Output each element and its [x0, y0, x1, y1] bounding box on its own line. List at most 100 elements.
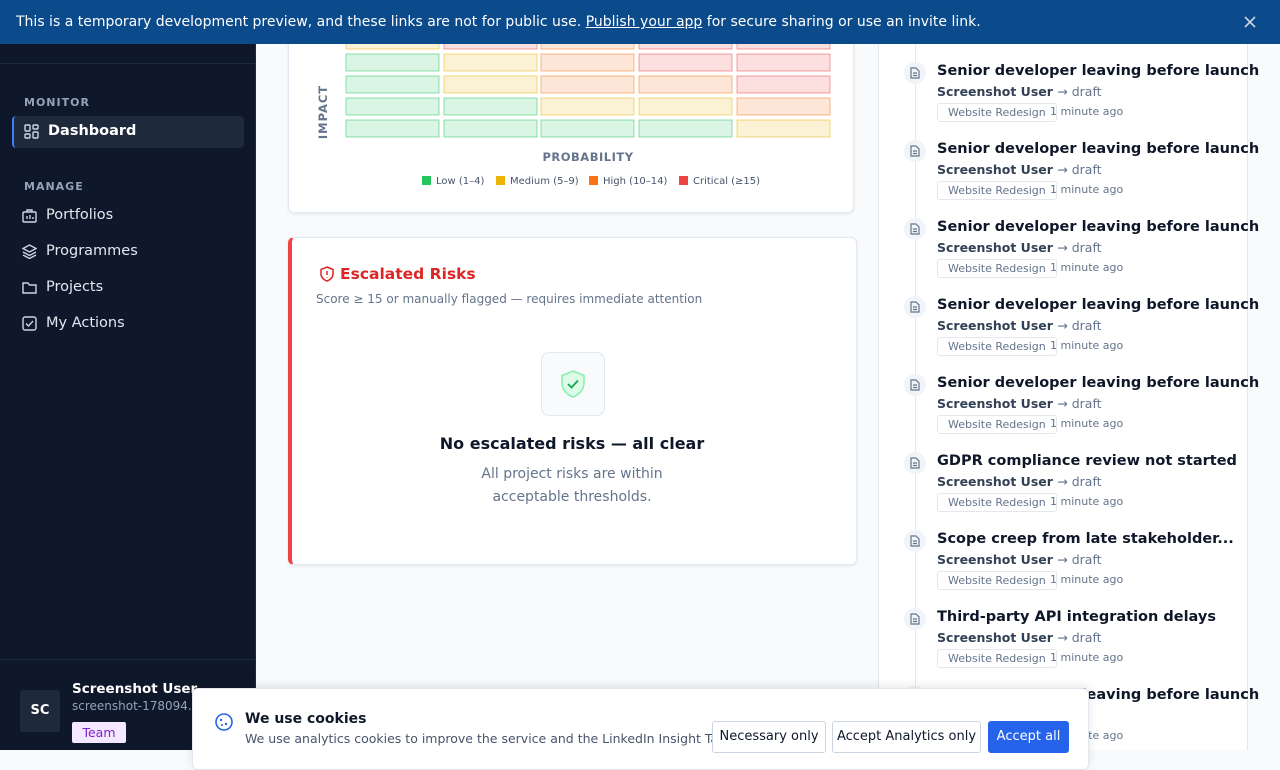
activity-user: Screenshot User [937, 84, 1053, 99]
project-tag: Website Redesign [937, 415, 1057, 434]
matrix-cell [540, 119, 635, 138]
activity-icon [904, 218, 926, 240]
doc-icon [910, 535, 920, 547]
activity-title: Senior developer leaving before launch [937, 297, 1260, 313]
activity-user-line: Screenshot User → draft [937, 84, 1102, 99]
activity-user: Screenshot User [937, 630, 1053, 645]
legend-label: Critical (≥15) [693, 176, 760, 187]
doc-icon [910, 457, 920, 469]
activity-status: → draft [1057, 84, 1102, 99]
project-tag: Website Redesign [937, 259, 1057, 278]
activity-user-line: Screenshot User → draft [937, 630, 1102, 645]
activity-status: → draft [1057, 318, 1102, 333]
matrix-cell [345, 53, 440, 72]
matrix-cell [736, 119, 831, 138]
activity-status: → draft [1057, 552, 1102, 567]
matrix-cell [736, 53, 831, 72]
escalated-icon [320, 266, 334, 282]
user-name: Screenshot User [72, 681, 198, 697]
section-label: MANAGE [24, 180, 84, 193]
divider [0, 659, 255, 660]
nav-icon [22, 244, 37, 259]
legend-swatch [422, 176, 431, 185]
activity-title: Senior developer leaving before launch [937, 219, 1260, 235]
escalated-title: Escalated Risks [340, 265, 476, 283]
matrix-cell [736, 97, 831, 116]
activity-time: 1 minute ago [1050, 573, 1124, 586]
doc-icon [910, 613, 920, 625]
project-tag: Website Redesign [937, 103, 1057, 122]
nav-label: Portfolios [46, 207, 114, 223]
project-tag: Website Redesign [937, 181, 1057, 200]
cookie-title: We use cookies [245, 711, 367, 727]
activity-user-line: Screenshot User → draft [937, 552, 1102, 567]
activity-status: → draft [1057, 474, 1102, 489]
cookie-banner: We use cookies We use analytics cookies … [192, 688, 1089, 770]
activity-time: 1 minute ago [1050, 495, 1124, 508]
matrix-cell [443, 119, 538, 138]
cookie-button[interactable]: Accept Analytics only [832, 721, 981, 753]
activity-time: 1 minute ago [1050, 339, 1124, 352]
nav-label: Projects [46, 279, 104, 295]
activity-title: Senior developer leaving before launch [937, 63, 1260, 79]
activity-user-line: Screenshot User → draft [937, 396, 1102, 411]
activity-status: → draft [1057, 240, 1102, 255]
activity-status: → draft [1057, 162, 1102, 177]
activity-user-line: Screenshot User → draft [937, 240, 1102, 255]
activity-title: Senior developer leaving before launch [937, 375, 1260, 391]
matrix-cell [345, 97, 440, 116]
publish-link[interactable]: Publish your app [585, 14, 703, 30]
activity-status: → draft [1057, 396, 1102, 411]
matrix-cell [540, 97, 635, 116]
shield-check-icon [561, 370, 585, 398]
matrix-cell [638, 53, 733, 72]
activity-user-line: Screenshot User → draft [937, 162, 1102, 177]
nav-item[interactable]: Portfolios [12, 200, 242, 232]
doc-icon [910, 67, 920, 79]
doc-icon [910, 379, 920, 391]
activity-status: → draft [1057, 630, 1102, 645]
nav-item[interactable]: Projects [12, 272, 242, 304]
cookie-button[interactable]: Necessary only [712, 721, 826, 753]
activity-icon [904, 62, 926, 84]
matrix-cell [345, 119, 440, 138]
nav-label: Dashboard [48, 123, 137, 139]
y-axis-label: IMPACT [316, 85, 330, 139]
user-badge: Team [72, 722, 126, 743]
doc-icon [910, 145, 920, 157]
activity-title: GDPR compliance review not started [937, 453, 1237, 469]
escalated-subtitle: Score ≥ 15 or manually flagged — require… [316, 292, 703, 306]
activity-user: Screenshot User [937, 318, 1053, 333]
activity-user: Screenshot User [937, 240, 1053, 255]
activity-time: 1 minute ago [1050, 417, 1124, 430]
nav-item[interactable]: Programmes [12, 236, 242, 268]
close-banner[interactable] [1243, 15, 1257, 29]
cookie-button[interactable]: Accept all [988, 721, 1069, 753]
legend-label: Medium (5–9) [510, 176, 579, 187]
activity-time: 1 minute ago [1050, 651, 1124, 664]
activity-user: Screenshot User [937, 396, 1053, 411]
nav-icon [24, 124, 39, 139]
activity-user: Screenshot User [937, 552, 1053, 567]
matrix-cell [638, 97, 733, 116]
divider [0, 63, 255, 64]
legend-label: Low (1–4) [436, 176, 484, 187]
activity-time: 1 minute ago [1050, 105, 1124, 118]
nav-item[interactable]: My Actions [12, 308, 242, 340]
activity-icon [904, 608, 926, 630]
nav-item[interactable]: Dashboard [12, 116, 244, 148]
banner-text: This is a temporary development preview,… [16, 14, 981, 30]
empty-icon-box [541, 352, 605, 416]
project-tag: Website Redesign [937, 337, 1057, 356]
activity-user: Screenshot User [937, 162, 1053, 177]
project-tag: Website Redesign [937, 571, 1057, 590]
banner-message-after: for secure sharing or use an invite link… [706, 14, 981, 30]
activity-title: Third-party API integration delays [937, 609, 1216, 625]
section-label: MONITOR [24, 96, 90, 109]
escalated-card: Escalated Risks Score ≥ 15 or manually f… [288, 237, 857, 565]
x-axis-label: PROBABILITY [542, 150, 633, 164]
nav-icon [22, 209, 37, 223]
matrix-cell [540, 75, 635, 94]
nav-label: My Actions [46, 315, 125, 331]
